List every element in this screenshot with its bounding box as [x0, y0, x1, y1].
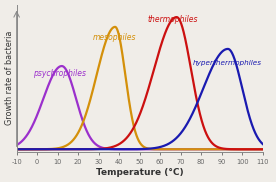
Y-axis label: Growth rate of bacteria: Growth rate of bacteria — [5, 31, 14, 125]
Text: mesophiles: mesophiles — [92, 33, 136, 41]
Text: thermophiles: thermophiles — [148, 15, 198, 24]
Text: psychrophiles: psychrophiles — [33, 69, 86, 78]
Text: hyperthermophiles: hyperthermophiles — [193, 60, 262, 66]
X-axis label: Temperature (°C): Temperature (°C) — [96, 168, 184, 177]
